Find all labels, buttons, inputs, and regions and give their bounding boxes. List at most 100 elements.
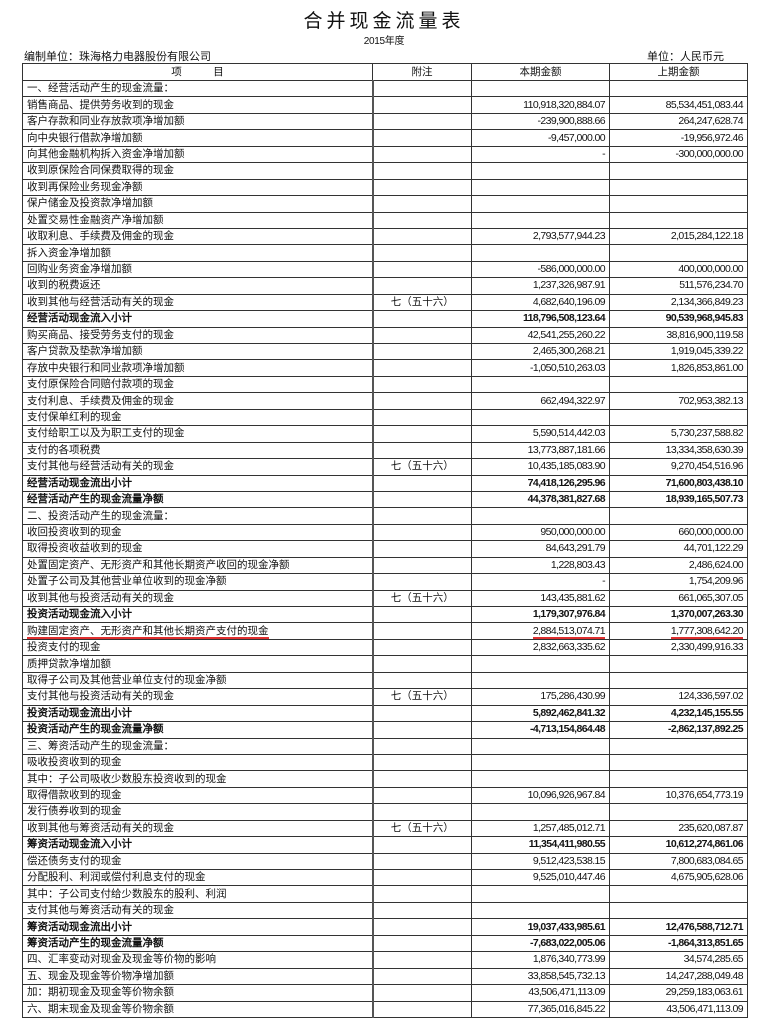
row-current-amount [471,901,610,920]
row-item: 收到其他与筹资活动有关的现金 [22,819,374,838]
report-period: 2015年度 [363,36,405,47]
row-note [372,211,472,229]
row-current-amount [471,244,610,262]
row-item-text: 其中：子公司吸收少数股东投资收到的现金 [27,772,227,785]
row-item: 向中央银行借款净增加额 [22,129,374,147]
row-prior-amount [609,408,748,427]
table-row: 取得子公司及其他营业单位支付的现金净额 [22,671,748,690]
row-item-text: 支付其他与经营活动有关的现金 [27,460,174,473]
row-current-amount: -9,457,000.00 [471,129,610,147]
row-item: 回购业务资金净增加额 [22,260,374,279]
table-row: 经营活动现金流出小计 74,418,126,295.96 71,600,803,43… [22,474,748,492]
row-item: 收到其他与经营活动有关的现金 [22,293,374,312]
table-row: 筹资活动现金流出小计 19,037,433,985.61 12,476,588,71… [22,918,748,936]
row-prior-amount: 14,247,288,049.48 [609,967,748,986]
row-prior-amount [609,162,748,180]
row-item: 二、投资活动产生的现金流量： [22,507,374,525]
row-current-amount: 2,793,577,944.23 [471,227,610,246]
table-row: 回购业务资金净增加额 -586,000,000.00 400,000,000.00 [22,260,748,279]
row-prior-amount-text: 71,600,803,438.10 [665,476,744,489]
row-prior-amount-text: 4,675,905,628.06 [670,871,744,884]
row-current-amount: -4,713,154,864.48 [471,721,610,739]
row-current-amount-text: 2,884,513,074.71 [532,624,606,637]
row-item: 其中：子公司吸收少数股东投资收到的现金 [22,770,374,788]
row-note [372,852,472,871]
row-current-amount: 950,000,000.00 [471,523,610,542]
table-row: 取得借款收到的现金 10,096,926,967.84 10,376,654,773… [22,786,748,805]
row-prior-amount [609,803,748,821]
row-prior-amount-text: 85,534,451,083.44 [665,98,744,111]
row-prior-amount-text: 4,232,145,155.55 [670,706,744,719]
row-note [372,425,472,443]
table-row: 购买商品、接受劳务支付的现金 42,541,255,260.22 38,816,90… [22,326,748,345]
row-note [372,359,472,377]
row-current-amount: 74,418,126,295.96 [471,474,610,492]
row-current-amount: 13,773,887,181.66 [471,441,610,460]
row-item-text: 投资活动现金流入小计 [27,608,132,621]
row-current-amount: 19,037,433,985.61 [471,918,610,936]
row-item-text: 收到其他与筹资活动有关的现金 [27,821,174,834]
row-current-amount [471,211,610,229]
row-prior-amount [609,655,748,673]
table-row: 处置子公司及其他营业单位收到的现金净额 - 1,754,209.96 [22,573,748,591]
row-current-amount-text: 9,525,010,447.46 [532,871,606,884]
row-current-amount [471,178,610,197]
row-item: 五、现金及现金等价物净增加额 [22,967,374,986]
row-item: 投资支付的现金 [22,638,374,657]
row-current-amount: 1,179,307,976.84 [471,605,610,624]
row-prior-amount-text: 5,730,237,588.82 [670,427,744,440]
row-current-amount [471,162,610,180]
table-row: 投资支付的现金 2,832,663,335.62 2,330,499,916.33 [22,638,748,657]
row-note [372,868,472,887]
row-item-text: 支付利息、手续费及佣金的现金 [27,394,174,407]
row-item-text: 经营活动现金流入小计 [27,312,132,325]
table-row: 其中：子公司吸收少数股东投资收到的现金 [22,770,748,788]
row-current-amount: -7,683,022,005.06 [471,934,610,953]
row-note [372,967,472,986]
row-prior-amount-text: 1,826,853,861.00 [670,361,744,374]
row-item: 收到原保险合同保费取得的现金 [22,162,374,180]
row-item: 购建固定资产、无形资产和其他长期资产支付的现金 [22,622,374,640]
row-current-amount: 1,257,485,012.71 [471,819,610,838]
row-item-text: 投资活动产生的现金流量净额 [27,723,164,736]
row-prior-amount: 235,620,087.87 [609,819,748,838]
row-current-amount: 175,286,430.99 [471,688,610,706]
table-row: 其中：子公司支付给少数股东的股利、利润 [22,885,748,903]
row-item: 处置固定资产、无形资产和其他长期资产收回的现金净额 [22,556,374,575]
row-prior-amount: 2,015,284,122.18 [609,227,748,246]
row-current-amount: -239,900,888.66 [471,112,610,131]
row-prior-amount: 29,259,183,063.61 [609,984,748,1002]
table-row: 一、经营活动产生的现金流量： [22,79,748,98]
row-note [372,786,472,805]
table-row: 五、现金及现金等价物净增加额 33,858,545,732.13 14,247,28… [22,967,748,986]
row-item: 质押贷款净增加额 [22,655,374,673]
row-current-amount-text: -239,900,888.66 [537,115,606,128]
row-prior-amount-text: 12,476,588,712.71 [665,920,744,933]
row-prior-amount: 85,534,451,083.44 [609,96,748,114]
row-note: 七（五十六） [372,293,472,312]
row-prior-amount-text: 13,334,358,630.39 [665,443,744,456]
row-item: 处置子公司及其他营业单位收到的现金净额 [22,573,374,591]
row-item-text: 客户贷款及垫款净增加额 [27,345,143,358]
row-item-text: 保户储金及投资款净增加额 [27,197,153,210]
table-row: 收到其他与筹资活动有关的现金 七（五十六） 1,257,485,012.71 235,… [22,819,748,838]
row-prior-amount-text: -300,000,000.00 [675,147,744,160]
row-prior-amount: 18,939,165,507.73 [609,490,748,509]
row-prior-amount: 702,953,382.13 [609,392,748,410]
row-current-amount: 662,494,322.97 [471,392,610,410]
row-prior-amount-text: 29,259,183,063.61 [665,986,744,999]
row-current-amount: 9,525,010,447.46 [471,868,610,887]
row-prior-amount [609,244,748,262]
table-row: 投资活动产生的现金流量净额 -4,713,154,864.48 -2,862,137… [22,721,748,739]
row-item: 四、汇率变动对现金及现金等价物的影响 [22,951,374,969]
row-item-text: 向其他金融机构拆入资金净增加额 [27,147,185,160]
header-current-period: 本期金额 [471,63,610,81]
row-item: 收取利息、手续费及佣金的现金 [22,227,374,246]
row-item-text: 回购业务资金净增加额 [27,263,132,276]
row-item-text: 发行债券收到的现金 [27,805,122,818]
row-current-amount [471,671,610,690]
table-row: 支付利息、手续费及佣金的现金 662,494,322.97 702,953,382.… [22,392,748,410]
row-prior-amount-text: 702,953,382.13 [678,394,743,407]
row-current-amount [471,507,610,525]
row-prior-amount-text: 18,939,165,507.73 [665,493,744,506]
